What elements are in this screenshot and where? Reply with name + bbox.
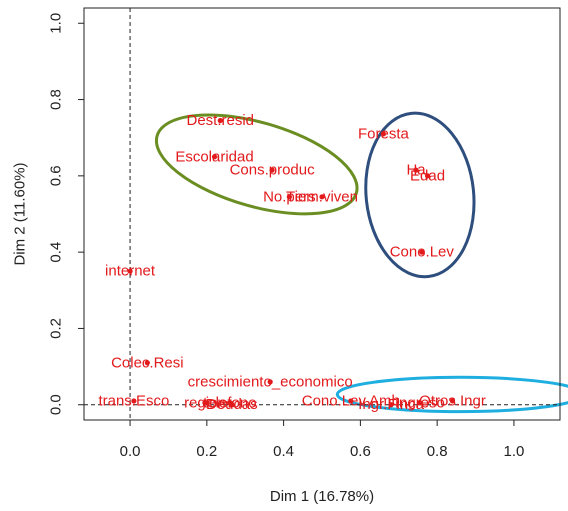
point-label: internet bbox=[105, 263, 156, 280]
point-label: region bbox=[184, 394, 226, 411]
point-cono-lev-amb bbox=[348, 398, 354, 404]
y-tick-label: 0.6 bbox=[48, 165, 65, 186]
point-tiem-viven bbox=[319, 194, 325, 200]
point-label: Edad bbox=[410, 167, 445, 184]
point-label: Dest.resid bbox=[187, 112, 255, 129]
point-region bbox=[202, 400, 208, 406]
point-label: trans.Esco bbox=[98, 392, 169, 409]
point-cono-lev bbox=[419, 249, 425, 255]
point-label: No.pers bbox=[263, 188, 316, 205]
y-axis-ticks: 0.0 0.2 0.4 0.6 0.8 1.0 bbox=[48, 13, 84, 415]
x-tick-label: 0.4 bbox=[273, 443, 294, 460]
y-axis-title: Dim 2 (11.60%) bbox=[12, 162, 29, 265]
y-tick-label: 0.0 bbox=[48, 394, 65, 415]
point-label: telefono bbox=[203, 394, 256, 411]
point-otros-ingr bbox=[449, 398, 456, 404]
y-tick-label: 0.2 bbox=[48, 318, 65, 339]
point-colec-resi bbox=[144, 360, 150, 366]
point-escolaridad bbox=[211, 154, 218, 160]
point-dest-resid bbox=[217, 117, 223, 124]
point-deudas bbox=[229, 402, 235, 408]
point-label: Deudas bbox=[206, 396, 258, 413]
point-no-pers bbox=[286, 194, 292, 200]
point-label: crescimiento_economico bbox=[188, 373, 353, 390]
point-ingr-finca bbox=[388, 402, 394, 408]
point-edad bbox=[424, 173, 431, 179]
point-cons-produc bbox=[269, 167, 275, 173]
point-crescimiento-economico bbox=[267, 379, 273, 385]
point-label: Cono.Lev bbox=[390, 244, 455, 261]
point-label: Ha bbox=[406, 162, 426, 179]
data-points bbox=[127, 117, 456, 408]
point-label: Escolaridad bbox=[175, 148, 253, 165]
point-label: Otros.Ingr bbox=[419, 392, 486, 409]
point-label: Colec.Resi bbox=[111, 354, 184, 371]
x-axis-title: Dim 1 (16.78%) bbox=[270, 488, 374, 505]
group-ellipse-3 bbox=[335, 375, 568, 414]
point-label: Ingr.Finca bbox=[358, 396, 425, 413]
point-internet bbox=[127, 268, 133, 274]
x-tick-label: 1.0 bbox=[504, 443, 525, 460]
x-tick-label: 0.2 bbox=[196, 443, 217, 460]
point-ha bbox=[413, 167, 419, 173]
y-tick-label: 0.8 bbox=[48, 89, 65, 110]
x-axis-ticks: 0.0 0.2 0.4 0.6 0.8 1.0 bbox=[120, 420, 525, 460]
x-tick-label: 0.8 bbox=[427, 443, 448, 460]
point-trans-esco bbox=[131, 398, 137, 404]
x-tick-label: 0.6 bbox=[350, 443, 371, 460]
y-tick-label: 0.4 bbox=[48, 242, 65, 263]
group-ellipse-1 bbox=[154, 113, 359, 216]
plot-frame bbox=[83, 7, 561, 421]
x-tick-label: 0.0 bbox=[120, 443, 141, 460]
point-label: Foresta bbox=[358, 125, 410, 142]
point-label: Cono.Lev.Amb bbox=[302, 392, 400, 409]
reference-lines bbox=[84, 8, 560, 420]
point-ingreso bbox=[417, 400, 423, 406]
group-ellipses bbox=[154, 111, 568, 414]
point-label: Tiem.viven bbox=[286, 188, 358, 205]
point-foresta bbox=[380, 131, 387, 137]
point-label: Ingreso bbox=[395, 394, 445, 411]
point-label: Cons.produc bbox=[230, 162, 316, 179]
y-tick-label: 1.0 bbox=[48, 13, 65, 34]
group-ellipse-2 bbox=[364, 111, 476, 279]
